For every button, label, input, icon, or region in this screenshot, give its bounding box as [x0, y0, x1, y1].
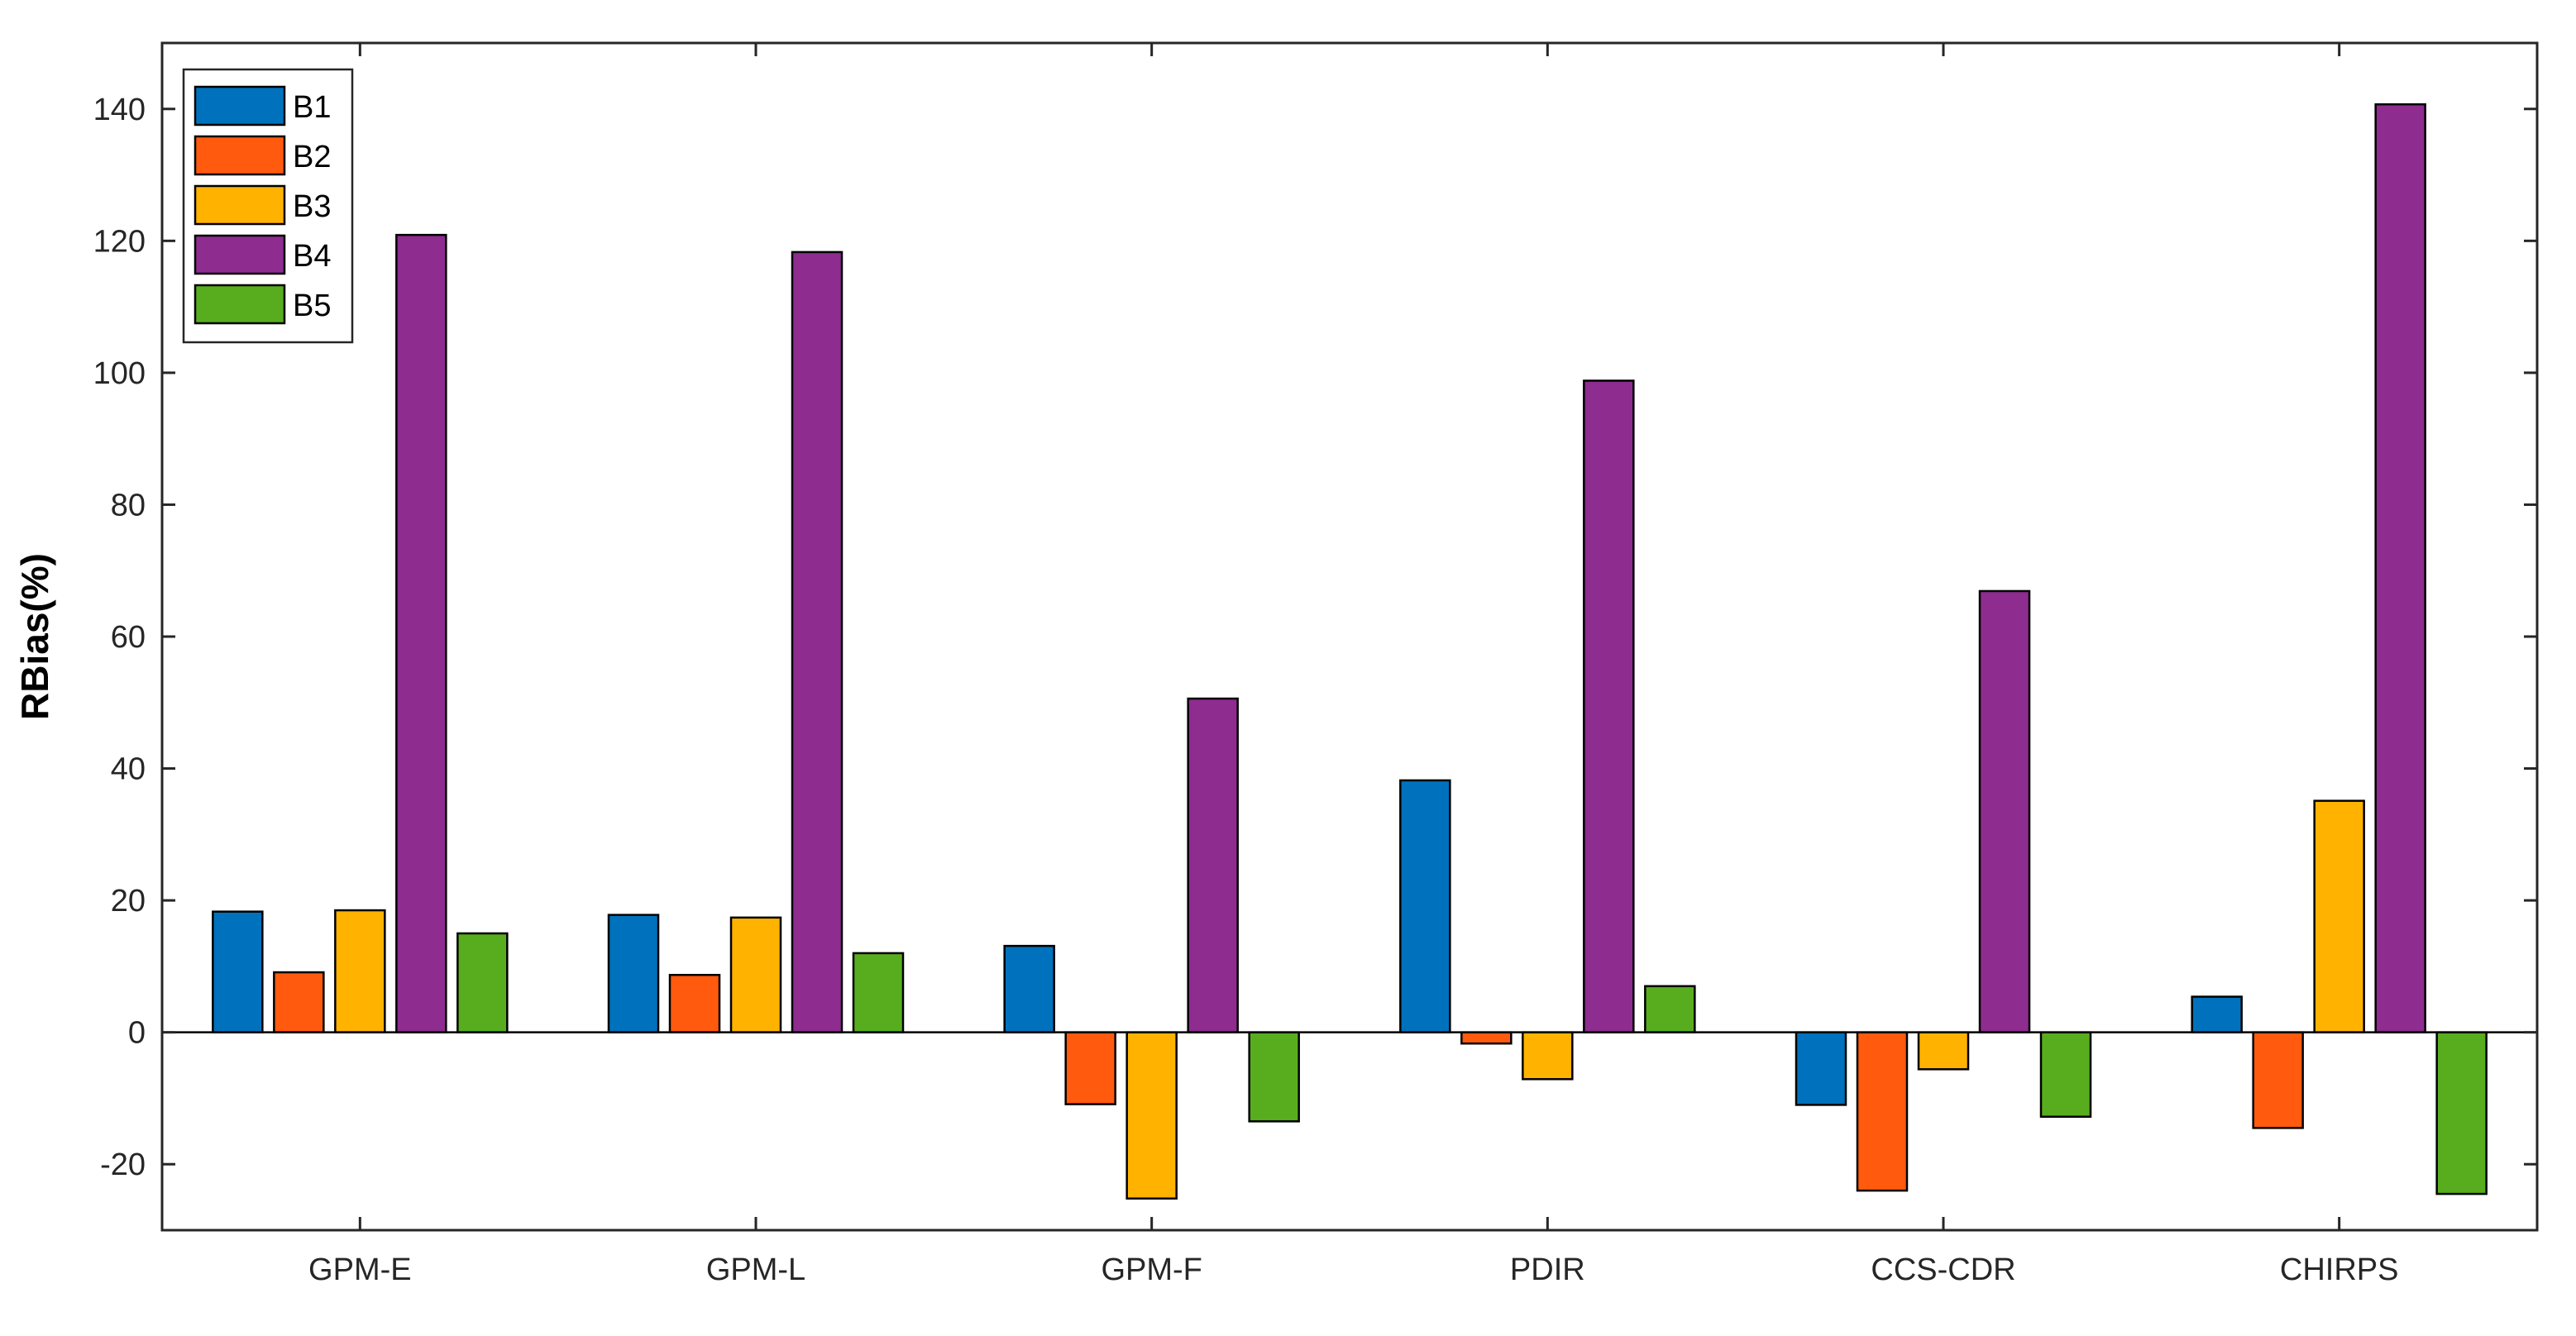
legend-label-b4: B4 — [293, 239, 331, 274]
bar-b5-chirps — [2435, 1031, 2488, 1195]
y-tick-label: 60 — [111, 620, 146, 655]
bar-b1-chirps — [2191, 995, 2243, 1033]
bar-b2-ccs-cdr — [1856, 1031, 1909, 1192]
bar-b2-gpm-e — [273, 971, 325, 1033]
bar-b5-gpm-f — [1248, 1031, 1300, 1123]
bar-b3-pdir — [1522, 1031, 1574, 1081]
legend-label-b3: B3 — [293, 189, 331, 224]
bar-b4-pdir — [1583, 379, 1635, 1033]
bar-b4-gpm-f — [1187, 697, 1239, 1033]
bar-b2-gpm-f — [1064, 1031, 1116, 1105]
legend-swatch-b3 — [194, 184, 286, 226]
bar-b2-pdir — [1460, 1031, 1513, 1045]
bar-b1-pdir — [1399, 779, 1451, 1033]
legend-swatch-b2 — [194, 135, 286, 176]
y-tick-label: 0 — [128, 1016, 146, 1051]
y-axis-label: RBias(%) — [13, 553, 56, 720]
bar-b1-gpm-f — [1003, 944, 1055, 1033]
y-tick-label: 80 — [111, 488, 146, 522]
x-tick-label: GPM-F — [1101, 1252, 1202, 1287]
bar-b2-chirps — [2252, 1031, 2304, 1129]
y-tick-label: -20 — [100, 1148, 146, 1182]
legend-swatch-b1 — [194, 85, 286, 126]
legend-swatch-b5 — [194, 284, 286, 325]
bars-layer — [212, 103, 2488, 1200]
y-tick-label: 140 — [93, 93, 146, 127]
bar-b3-gpm-l — [729, 916, 782, 1033]
x-tick-label: GPM-E — [308, 1252, 412, 1287]
y-tick-label: 100 — [93, 356, 146, 391]
bar-b1-ccs-cdr — [1795, 1031, 1847, 1106]
bar-b1-gpm-e — [212, 910, 264, 1033]
bar-b5-gpm-e — [456, 932, 509, 1033]
bar-b3-gpm-f — [1126, 1031, 1178, 1200]
bar-b4-chirps — [2374, 103, 2426, 1033]
x-tick-label: PDIR — [1510, 1252, 1585, 1287]
bar-b4-ccs-cdr — [1978, 589, 2031, 1033]
y-tick-label: 40 — [111, 752, 146, 787]
legend: B1 B2 B3 B4 B5 — [182, 68, 354, 344]
y-tick-label: 120 — [93, 224, 146, 259]
ticks-layer: GPM-E GPM-L GPM-F PDIR CCS-CDR CHIRPS -20 0 20 40… — [93, 43, 2537, 1287]
x-tick-label: CCS-CDR — [1871, 1252, 2015, 1287]
bar-b3-gpm-e — [334, 909, 386, 1033]
bar-b5-gpm-l — [852, 952, 905, 1033]
bar-b4-gpm-l — [791, 250, 844, 1033]
bar-b1-gpm-l — [607, 914, 660, 1033]
y-tick-label: 20 — [111, 884, 146, 918]
bar-b3-chirps — [2313, 799, 2365, 1033]
legend-label-b5: B5 — [293, 289, 331, 323]
x-tick-label: GPM-L — [706, 1252, 805, 1287]
legend-swatch-b4 — [194, 234, 286, 275]
bar-b2-gpm-l — [668, 974, 721, 1033]
bar-b4-gpm-e — [395, 233, 447, 1033]
bar-b5-pdir — [1644, 985, 1696, 1033]
bar-b3-ccs-cdr — [1917, 1031, 1970, 1071]
x-tick-label: CHIRPS — [2280, 1252, 2399, 1287]
legend-label-b2: B2 — [293, 140, 331, 174]
bar-b5-ccs-cdr — [2039, 1031, 2092, 1119]
legend-label-b1: B1 — [293, 90, 331, 125]
